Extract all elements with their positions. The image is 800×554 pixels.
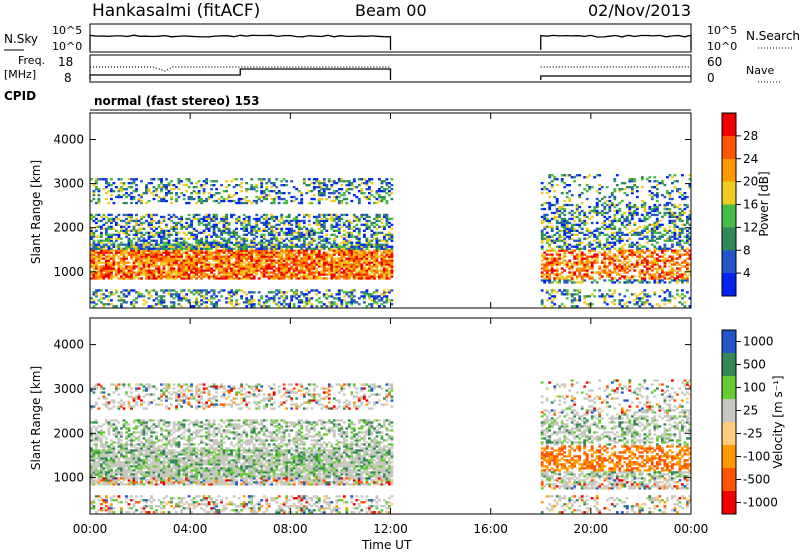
beam-title: Beam 00: [355, 1, 427, 20]
colorbar-swatch: [722, 353, 736, 377]
velocity-colorbar-swatches: [722, 330, 736, 515]
frequency-panel: Freq. [MHz] Nave 18 8 60 0: [4, 54, 780, 85]
power-ytick-label: 3000: [53, 177, 84, 191]
cpid-value: normal (fast stereo) 153: [94, 94, 260, 108]
velocity-colorbar-label: Velocity [m s⁻¹]: [771, 375, 785, 468]
colorbar-swatch: [722, 227, 736, 251]
freq-label: Freq.: [18, 54, 45, 67]
nave-label: Nave: [746, 64, 774, 77]
velocity-colorbar: 1000 500 100 25 -25 -100 -500 -1000 Velocity [m…: [721, 329, 785, 515]
colorbar-tick-label: 20: [743, 175, 758, 189]
colorbar-tick-label: 24: [743, 152, 758, 166]
colorbar-swatch: [722, 181, 736, 205]
x-tick-label: 20:00: [574, 522, 609, 536]
velocity-ytick-label: 2000: [53, 426, 84, 440]
velocity-ylabel: Slant Range [km]: [29, 366, 43, 470]
power-ytick-label: 4000: [53, 132, 84, 146]
nave-ytick-bottom-right: 0: [707, 71, 715, 85]
x-axis-label: Time UT: [361, 538, 412, 552]
colorbar-tick-label: 8: [743, 243, 751, 257]
colorbar-tick-label: -1000: [743, 496, 778, 510]
station-title: Hankasalmi (fitACF): [92, 1, 260, 21]
velocity-yticks: 1000 2000 3000 4000: [53, 338, 691, 485]
colorbar-swatch: [722, 204, 736, 228]
velocity-ytick-label: 3000: [53, 382, 84, 396]
nsky-label: N.Sky: [4, 32, 38, 46]
x-axis: 00:00 04:00 08:00 12:00 16:00 20:00 00:00: [73, 113, 709, 536]
colorbar-tick-label: 28: [743, 129, 758, 143]
noise-ytick-top-right: 10^5: [707, 24, 737, 37]
colorbar-tick-label: 1000: [743, 335, 774, 349]
noise-panel: N.Sky N.Search 10^5 10^0 10^5 10^0: [4, 23, 800, 53]
colorbar-swatch: [722, 113, 736, 137]
colorbar-swatch: [722, 330, 736, 354]
x-tick-label: 16:00: [473, 522, 508, 536]
power-colorbar: 28 24 20 16 12 8 4 Power [dB]: [721, 112, 771, 297]
date-title: 02/Nov/2013: [588, 1, 691, 20]
noise-ytick-bottom-right: 10^0: [707, 40, 737, 53]
frequency-series-line: [89, 68, 691, 80]
velocity-panel: 1000 2000 3000 4000 Slant Range [km]: [29, 317, 692, 515]
power-ylabel: Slant Range [km]: [29, 160, 43, 264]
velocity-ytick-label: 1000: [53, 471, 84, 485]
colorbar-tick-label: 500: [743, 358, 766, 372]
noise-series-line: [89, 34, 692, 50]
nave-ytick-top-right: 60: [707, 55, 722, 69]
power-yticks: 1000 2000 3000 4000: [53, 132, 691, 279]
x-tick-label: 08:00: [273, 522, 308, 536]
colorbar-tick-label: -100: [743, 450, 770, 464]
colorbar-tick-label: -500: [743, 473, 770, 487]
power-panel: 1000 2000 3000 4000 Slant Range [km]: [29, 112, 692, 309]
colorbar-swatch: [722, 158, 736, 183]
nave-series-line: [90, 66, 691, 72]
colorbar-swatch: [722, 422, 736, 446]
x-tick-label: 00:00: [674, 522, 709, 536]
colorbar-tick-label: 16: [743, 198, 758, 212]
velocity-heatmap-cells: [90, 379, 692, 514]
colorbar-swatch: [722, 250, 736, 274]
power-colorbar-swatches: [722, 113, 736, 297]
colorbar-tick-label: 100: [743, 381, 766, 395]
colorbar-swatch: [722, 273, 736, 297]
noise-ytick-top-left: 10^5: [52, 24, 82, 37]
colorbar-tick-label: -25: [743, 427, 763, 441]
freq-ytick-top-left: 18: [58, 55, 73, 69]
x-tick-label: 12:00: [373, 522, 408, 536]
colorbar-swatch: [722, 468, 736, 492]
freq-unit-label: [MHz]: [4, 68, 36, 81]
power-ytick-label: 1000: [53, 265, 84, 279]
cpid-label: CPID: [4, 89, 36, 103]
power-colorbar-label: Power [dB]: [757, 171, 771, 236]
x-tick-label: 00:00: [73, 522, 108, 536]
velocity-ytick-label: 4000: [53, 338, 84, 352]
colorbar-swatch: [722, 135, 736, 160]
freq-ytick-bottom-left: 8: [64, 71, 72, 85]
colorbar-swatch: [722, 491, 736, 515]
power-heatmap-cells: [90, 174, 692, 308]
colorbar-tick-label: 25: [743, 404, 758, 418]
colorbar-swatch: [722, 445, 736, 469]
velocity-colorbar-ticks: 1000 500 100 25 -25 -100 -500 -1000: [736, 335, 778, 510]
colorbar-tick-label: 4: [743, 266, 751, 280]
colorbar-tick-label: 12: [743, 220, 758, 234]
colorbar-swatch: [722, 399, 736, 423]
power-ytick-label: 2000: [53, 221, 84, 235]
nsearch-label: N.Search: [746, 29, 800, 43]
colorbar-swatch: [722, 376, 736, 400]
noise-ytick-bottom-left: 10^0: [52, 40, 82, 53]
x-tick-label: 04:00: [173, 522, 208, 536]
power-colorbar-ticks: 28 24 20 16 12 8 4: [736, 129, 758, 280]
